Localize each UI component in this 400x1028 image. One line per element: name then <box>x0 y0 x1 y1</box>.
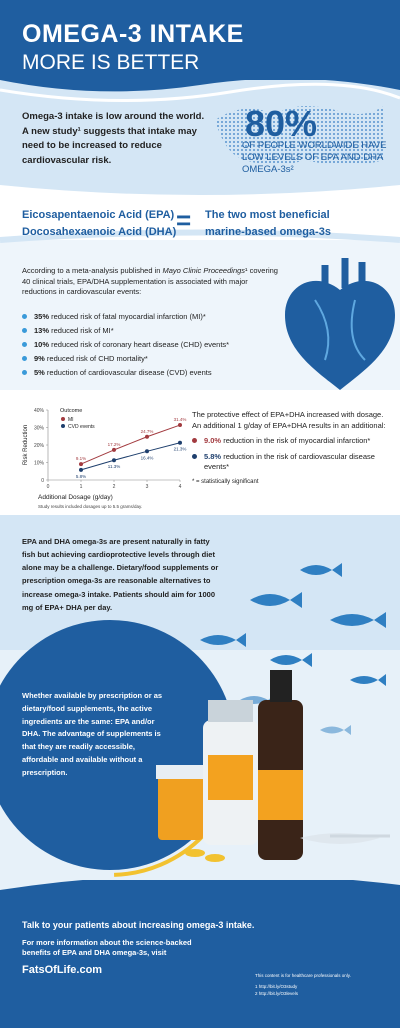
value-label: 21.3% <box>174 447 187 452</box>
chart: 0 10% 20% 30% 40% 0 1 2 3 4 Additional Dosage (g/d… <box>23 408 187 509</box>
bullet: 9.0% reduction in the risk of myocardial… <box>192 436 392 447</box>
fine-print: This content is for healthcare professio… <box>255 972 351 998</box>
value-label: 31.4% <box>174 417 187 422</box>
cta: Talk to your patients about increasing o… <box>22 920 255 930</box>
ref: 1 http://bit.ly/O3study <box>255 984 298 990</box>
bold: 5.8% <box>204 451 222 461</box>
point <box>145 449 149 454</box>
title: OMEGA-3 INTAKE <box>22 20 244 48</box>
value-label: 17.2% <box>108 442 121 447</box>
value-label: 5.8% <box>76 474 86 479</box>
meta-list: 35% reduced risk of fatal myocardial inf… <box>22 312 292 382</box>
legend-title: Outcome <box>60 408 82 414</box>
y-tick-label: 30% <box>34 426 45 432</box>
text: reduction in the risk of cardiovascular … <box>204 451 375 472</box>
legend-label: MI <box>68 417 74 423</box>
point <box>79 462 83 467</box>
legend-label: CVD events <box>68 424 95 430</box>
terms: Eicosapentaenoic Acid (EPA) Docosahexaen… <box>22 207 176 240</box>
text: reduction of cardiovascular disease (CVD… <box>44 368 212 377</box>
dosage-list: 9.0% reduction in the risk of myocardial… <box>192 436 392 473</box>
y-tick-label: 10% <box>34 461 45 467</box>
bold: 10% <box>34 340 50 349</box>
point <box>178 423 182 428</box>
y-tick-label: 20% <box>34 443 45 449</box>
text: reduced risk of fatal myocardial infarct… <box>49 312 206 321</box>
x-tick-label: 1 <box>80 484 83 490</box>
y-tick-label: 40% <box>34 408 45 414</box>
note: Study results included dosages up to 5.5… <box>38 504 142 509</box>
x-tick-label: 3 <box>146 484 149 490</box>
point <box>79 467 83 472</box>
intro-text: Omega-3 intake is low around the world. … <box>22 111 205 167</box>
equals: = <box>176 205 192 235</box>
dosage-text: The protective effect of EPA+DHA increas… <box>192 410 386 430</box>
term: Eicosapentaenoic Acid (EPA) <box>22 209 175 221</box>
bullet: 5.8% reduction in the risk of cardiovasc… <box>192 452 392 473</box>
point <box>112 458 116 463</box>
y-tick-label: 0 <box>41 478 44 484</box>
legend-marker <box>61 417 65 421</box>
y-axis-label: Risk Reduction <box>23 425 29 465</box>
bullet: 9% reduced risk of CHD mortality* <box>22 354 292 363</box>
bullet: 10% reduced risk of coronary heart disea… <box>22 340 292 349</box>
supplements-text: Whether available by prescription or as … <box>22 691 163 777</box>
x-axis-label: Additional Dosage (g/day) <box>38 494 113 501</box>
dosage: The protective effect of EPA+DHA increas… <box>192 410 392 486</box>
text: reduced risk of CHD mortality* <box>44 354 148 363</box>
value-label: 24.7% <box>141 429 154 434</box>
x-tick-label: 0 <box>47 484 50 490</box>
x-tick-label: 4 <box>179 484 182 490</box>
series-line <box>80 424 181 465</box>
stat: 80% <box>245 103 318 144</box>
point <box>145 434 149 439</box>
bullet: 35% reduced risk of fatal myocardial inf… <box>22 312 292 321</box>
bold: 13% <box>34 326 50 335</box>
text: reduced risk of MI* <box>49 326 114 335</box>
ref: 2 http://bit.ly/O3levels <box>255 991 299 997</box>
fish-text: EPA and DHA omega-3s are present natural… <box>22 537 219 612</box>
bold: 9.0% <box>204 436 222 445</box>
header: OMEGA-3 INTAKE MORE IS BETTER <box>22 20 244 75</box>
journal: Mayo Clinic Proceedings <box>162 266 246 275</box>
url[interactable]: FatsOfLife.com <box>22 964 103 977</box>
bold: 35% <box>34 312 50 321</box>
text: reduction in the risk of myocardial infa… <box>221 436 371 445</box>
term: Docosahexaenoic Acid (DHA) <box>22 225 177 238</box>
bullet: 13% reduced risk of MI* <box>22 326 292 335</box>
x-tick-label: 2 <box>113 484 116 490</box>
subtitle: MORE IS BETTER <box>22 51 200 74</box>
info: For more information about the science-b… <box>22 938 192 958</box>
bold: 9% <box>34 354 45 363</box>
meaning: The two most beneficial marine-based ome… <box>205 209 331 238</box>
meta-intro: According to a meta-analysis published i… <box>22 266 282 298</box>
stat-text: OF PEOPLE WORLDWIDE HAVE LOW LEVELS OF E… <box>242 140 387 175</box>
legend-marker <box>61 424 65 428</box>
text: According to a meta-analysis published i… <box>22 266 163 275</box>
text: ¹ covering 40 clinical trials, EPA/DHA s… <box>22 266 278 296</box>
value-label: 16.4% <box>141 455 154 460</box>
value-label: 11.3% <box>108 464 120 469</box>
footnote: * = statistically significant <box>192 478 259 485</box>
text: reduced risk of coronary heart disease (… <box>49 340 230 349</box>
series-line <box>80 442 181 471</box>
bold: 5% <box>34 368 45 377</box>
bullet: 5% reduction of cardiovascular disease (… <box>22 368 292 377</box>
footer: Talk to your patients about increasing o… <box>22 920 254 976</box>
disclaimer: This content is for healthcare professio… <box>255 973 351 978</box>
value-label: 9.1% <box>76 456 86 461</box>
point <box>112 447 116 452</box>
point <box>178 440 182 445</box>
